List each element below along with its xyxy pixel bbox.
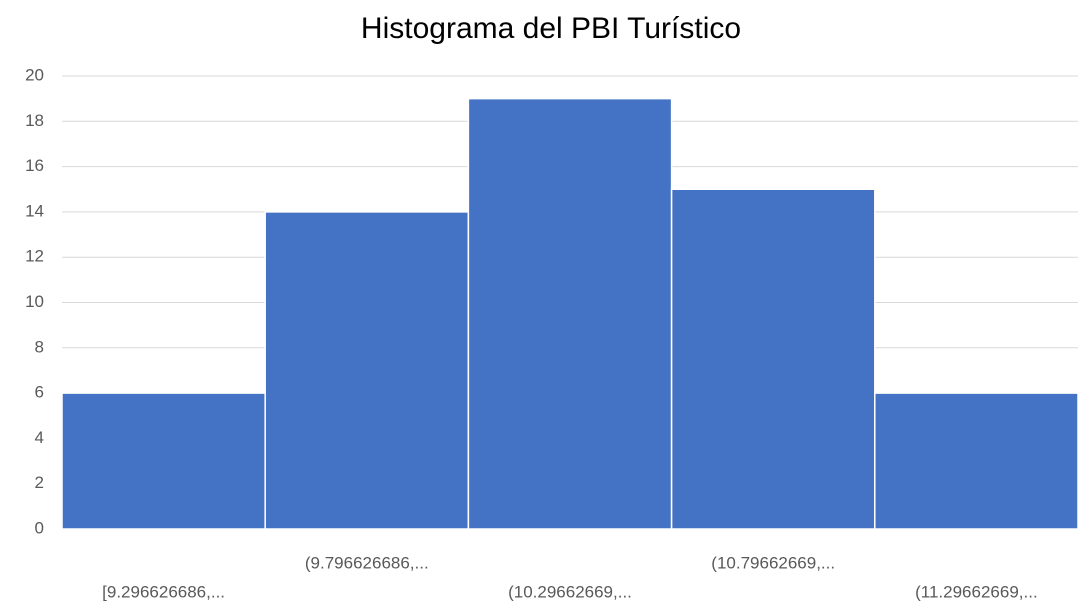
x-tick-label: (10.79662669,... [711,553,835,572]
bar [467,97,673,530]
y-tick-label: 4 [35,428,44,447]
x-tick-label: (11.29662669,... [915,582,1038,601]
y-tick-label: 18 [25,111,44,130]
y-tick-label: 12 [25,247,44,266]
x-tick-label: (10.29662669,... [508,582,632,601]
x-tick-label: [9.296626686,... [102,582,225,601]
bar [874,392,1079,530]
y-tick-label: 20 [25,65,44,84]
y-tick-label: 16 [25,156,44,175]
y-tick-label: 10 [25,292,44,311]
y-tick-label: 14 [25,201,44,220]
bar [670,188,876,530]
chart-title: Histograma del PBI Turístico [361,12,741,45]
bar [264,211,470,530]
y-tick-label: 8 [35,337,44,356]
y-tick-label: 0 [35,518,44,537]
y-tick-label: 6 [35,383,44,402]
bar [61,392,266,530]
y-tick-label: 2 [35,473,44,492]
x-tick-label: (9.796626686,... [305,553,429,572]
